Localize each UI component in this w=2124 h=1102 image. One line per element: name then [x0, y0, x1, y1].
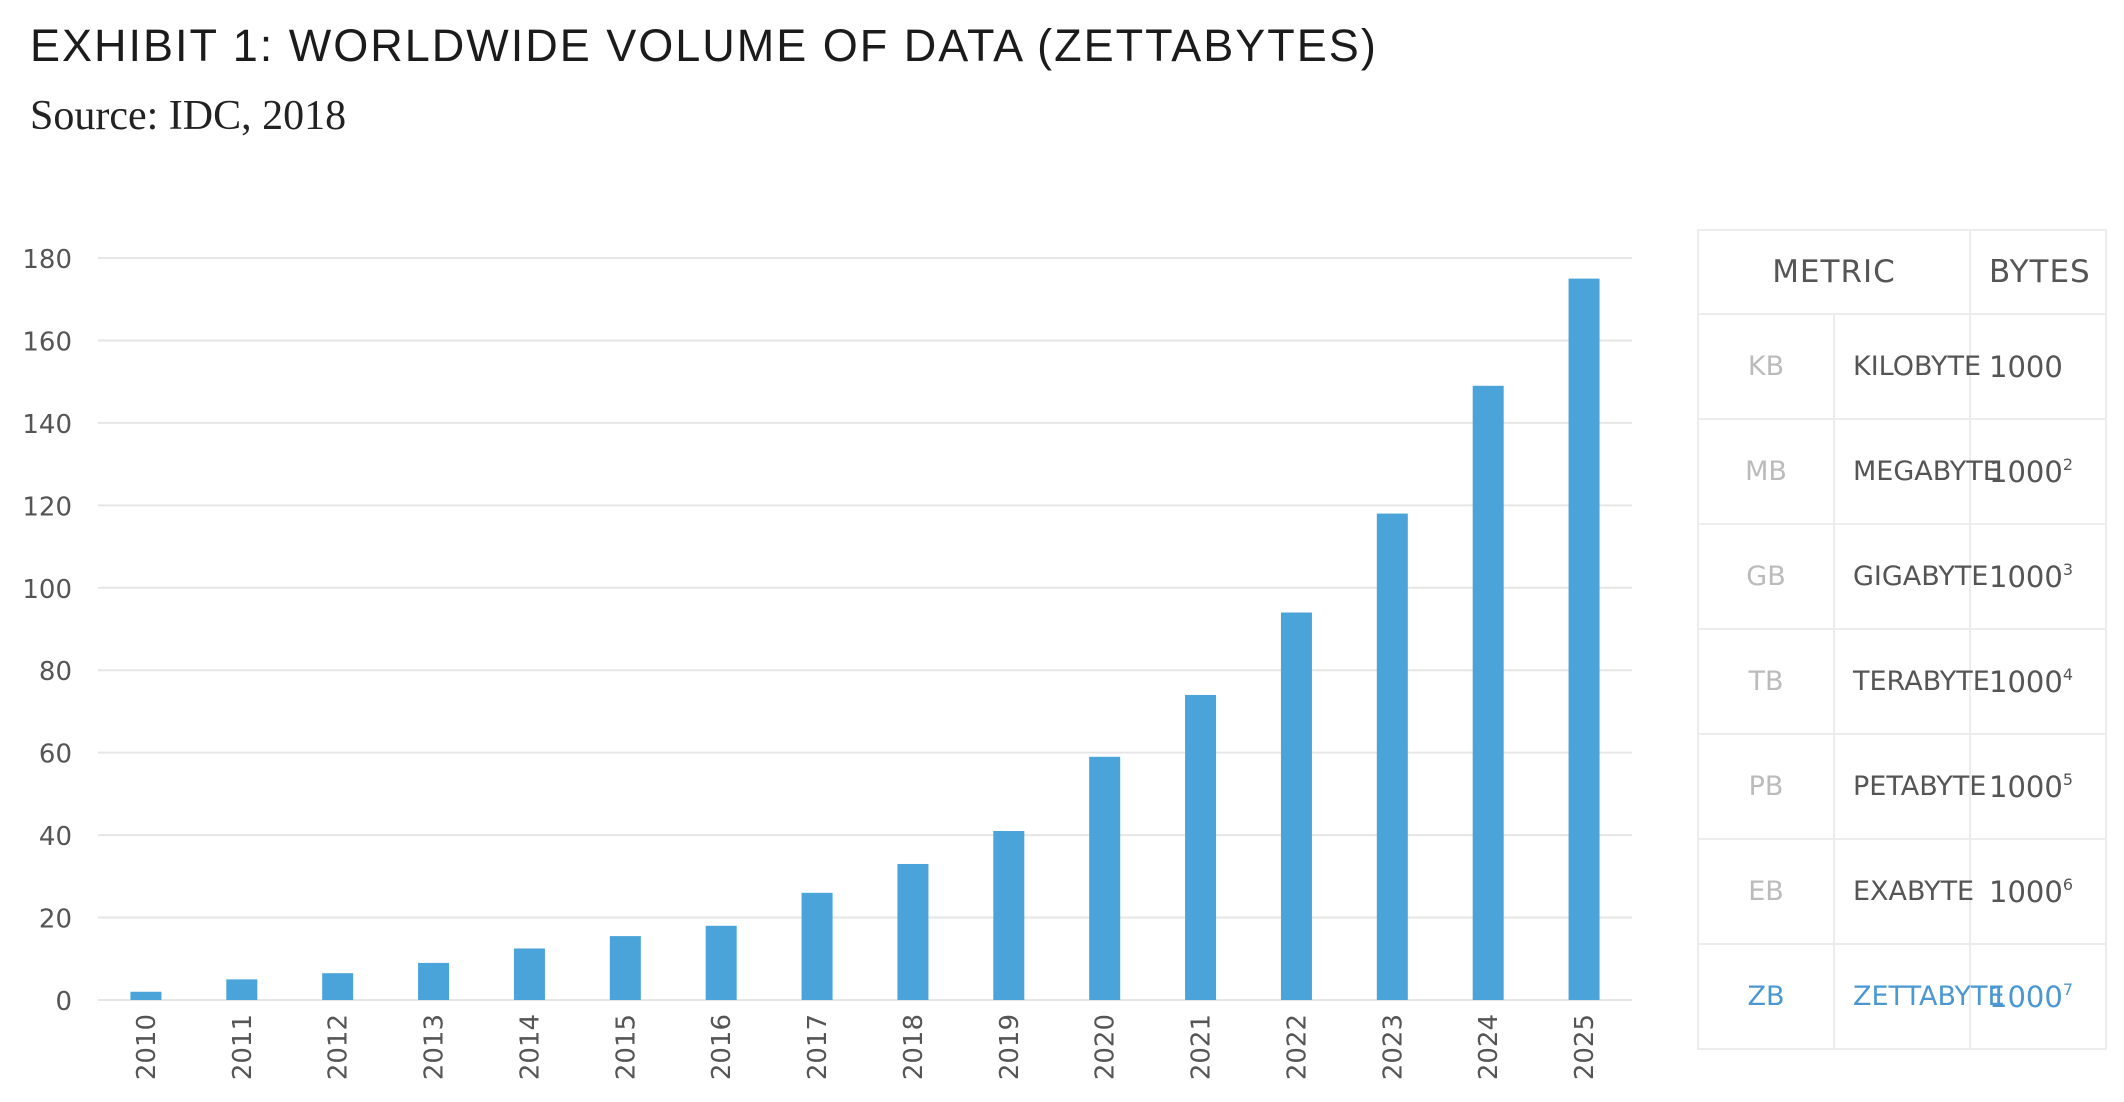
metric-table: METRIC BYTES KB KILOBYTE 1000 MB MEGABYT…: [1697, 229, 2107, 1050]
bytes-base: 1000: [1989, 454, 2063, 489]
y-tick-label: 40: [39, 822, 72, 852]
x-tick-label: 2014: [515, 1014, 545, 1080]
bar: [322, 973, 354, 1000]
bar: [226, 979, 258, 1000]
bytes-base: 1000: [1989, 769, 2063, 804]
bar: [418, 962, 450, 1000]
y-tick-label: 160: [22, 327, 72, 357]
x-tick-label: 2012: [324, 1014, 354, 1080]
metric-row-gb: GB GIGABYTE 10003: [1697, 523, 2107, 630]
metric-row-eb: EB EXABYTE 10006: [1697, 838, 2107, 945]
metric-bytes: 10004: [1969, 628, 2107, 735]
metric-header: METRIC: [1697, 229, 1971, 315]
metric-row-pb: PB PETABYTE 10005: [1697, 733, 2107, 840]
metric-name: EXABYTE: [1833, 838, 1974, 945]
bar: [513, 948, 545, 1000]
metric-name: PETABYTE: [1833, 733, 1986, 840]
x-tick-label: 2025: [1570, 1014, 1600, 1080]
bar: [1376, 513, 1408, 1000]
bytes-exponent: 3: [2062, 559, 2073, 579]
x-tick-label: 2021: [1187, 1014, 1217, 1080]
bar: [130, 991, 162, 1000]
x-tick-label: 2013: [420, 1014, 450, 1080]
bytes-base: 1000: [1989, 349, 2063, 384]
metric-abbr: PB: [1697, 733, 1835, 840]
metric-name: KILOBYTE: [1833, 313, 1981, 420]
y-tick-label: 0: [55, 987, 72, 1017]
metric-name: MEGABYTE: [1833, 418, 2000, 525]
y-tick-label: 100: [22, 575, 72, 605]
bar-chart: 0 20 40 60 80 100 120 140 160 180 2010 2011 2012 2013…: [22, 245, 1632, 1080]
x-tick-label: 2020: [1091, 1014, 1121, 1080]
bar: [897, 863, 929, 1000]
bytes-exponent: 7: [2062, 979, 2073, 999]
metric-table-header: METRIC BYTES: [1697, 229, 2107, 315]
bytes-base: 1000: [1989, 979, 2063, 1014]
x-tick-label: 2024: [1474, 1014, 1504, 1080]
bytes-exponent: 4: [2062, 664, 2073, 684]
y-tick-label: 140: [22, 410, 72, 440]
bar: [1568, 278, 1600, 1001]
y-tick-label: 20: [39, 905, 72, 935]
x-tick-label: 2016: [707, 1014, 737, 1080]
chart-title: EXHIBIT 1: WORLDWIDE VOLUME OF DATA (ZET…: [30, 20, 1378, 71]
x-tick-label: 2019: [995, 1014, 1025, 1080]
bar: [1472, 385, 1504, 1000]
bar: [801, 892, 833, 1000]
metric-bytes: 10005: [1969, 733, 2107, 840]
y-tick-label: 180: [22, 245, 72, 275]
x-tick-label: 2015: [611, 1014, 641, 1080]
bar: [609, 936, 641, 1000]
bytes-base: 1000: [1989, 874, 2063, 909]
metric-bytes: 10007: [1969, 943, 2107, 1050]
metric-name: GIGABYTE: [1833, 523, 1988, 630]
bytes-base: 1000: [1989, 664, 2063, 699]
metric-row-kb: KB KILOBYTE 1000: [1697, 313, 2107, 420]
metric-abbr: MB: [1697, 418, 1835, 525]
bar: [1185, 694, 1217, 1000]
metric-bytes: 10002: [1969, 418, 2107, 525]
metric-abbr: GB: [1697, 523, 1835, 630]
x-tick-label: 2022: [1282, 1014, 1312, 1080]
metric-row-mb: MB MEGABYTE 10002: [1697, 418, 2107, 525]
metric-bytes: 10006: [1969, 838, 2107, 945]
bytes-exponent: 6: [2062, 874, 2073, 894]
bytes-exponent: 5: [2062, 769, 2073, 789]
metric-bytes: 1000: [1969, 313, 2107, 420]
metric-name: ZETTABYTE: [1833, 943, 2005, 1050]
metric-abbr: KB: [1697, 313, 1835, 420]
metric-abbr: EB: [1697, 838, 1835, 945]
y-tick-label: 120: [22, 492, 72, 522]
bar: [1280, 612, 1312, 1000]
metric-row-tb: TB TERABYTE 10004: [1697, 628, 2107, 735]
x-tick-label: 2017: [803, 1014, 833, 1080]
metric-row-zb: ZB ZETTABYTE 10007: [1697, 943, 2107, 1050]
metric-bytes: 10003: [1969, 523, 2107, 630]
x-tick-label: 2018: [899, 1014, 929, 1080]
bar: [993, 830, 1025, 1000]
bar: [705, 925, 737, 1000]
bytes-exponent: 2: [2062, 454, 2073, 474]
x-tick-label: 2010: [132, 1014, 162, 1080]
metric-abbr: ZB: [1697, 943, 1835, 1050]
bytes-header: BYTES: [1969, 229, 2107, 315]
bytes-base: 1000: [1989, 559, 2063, 594]
x-tick-label: 2011: [228, 1014, 258, 1080]
y-tick-label: 80: [39, 657, 72, 687]
metric-name: TERABYTE: [1833, 628, 1990, 735]
metric-abbr: TB: [1697, 628, 1835, 735]
chart-subtitle: Source: IDC, 2018: [30, 93, 347, 139]
x-tick-label: 2023: [1378, 1014, 1408, 1080]
y-tick-label: 60: [39, 740, 72, 770]
bar: [1089, 756, 1121, 1000]
